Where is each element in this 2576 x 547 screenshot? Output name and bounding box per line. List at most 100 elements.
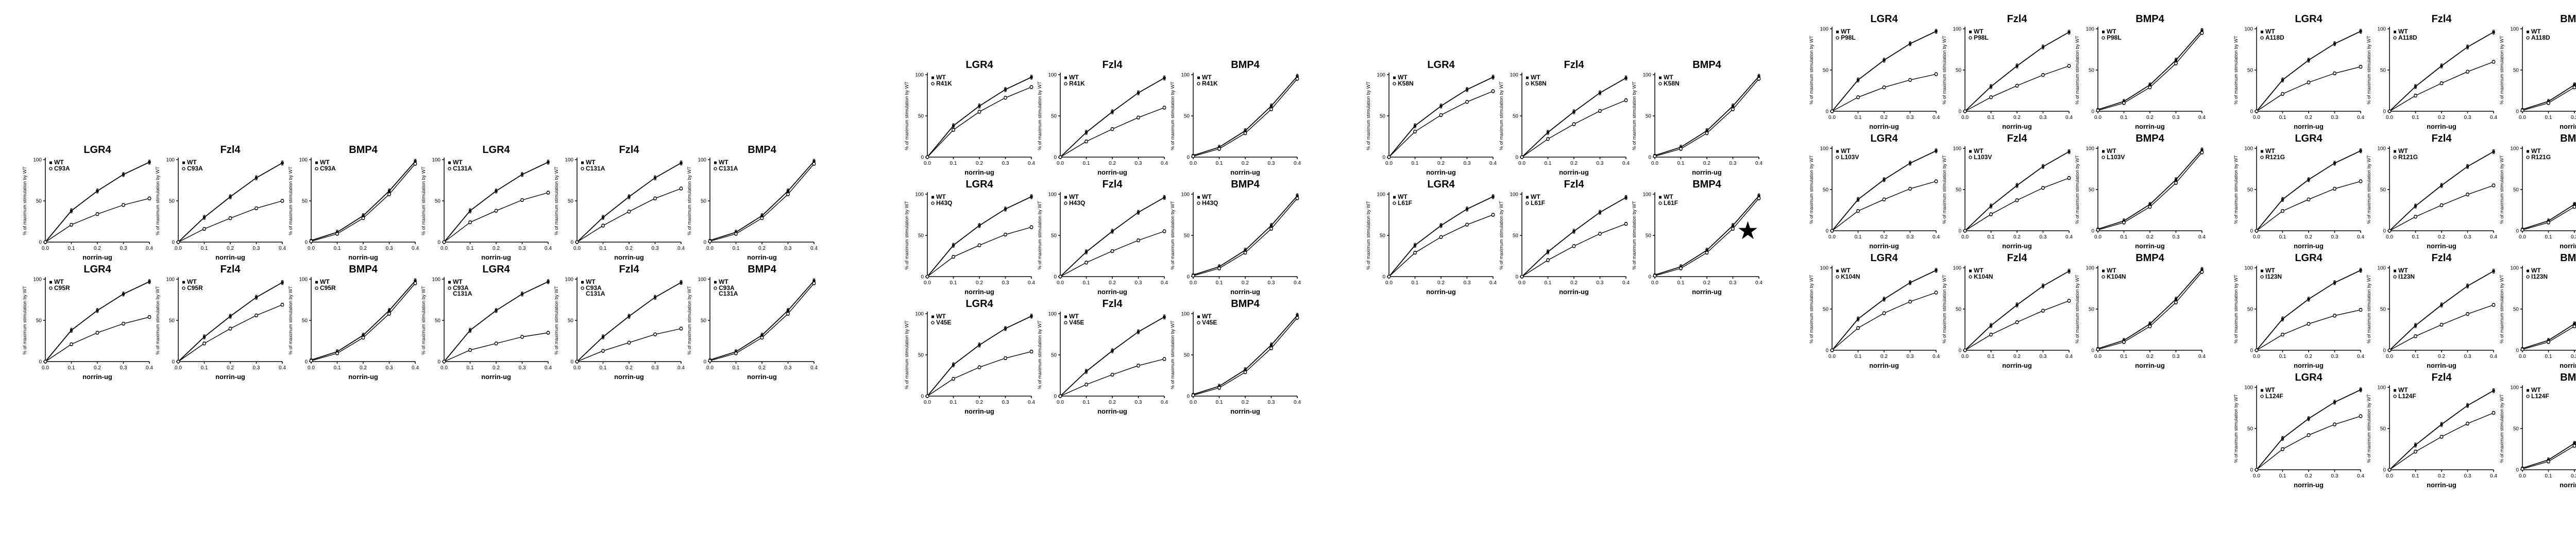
wt-marker-square — [96, 309, 99, 312]
wt-series-line — [2256, 30, 2361, 112]
x-tick-label: 0.0 — [2253, 115, 2260, 121]
mutant-series-line — [927, 351, 1032, 397]
panel-title: Fzl4 — [1103, 179, 1123, 190]
legend-mutant-marker — [2102, 156, 2105, 159]
wt-marker-square — [1084, 370, 1088, 373]
y-axis-label: % of maximum stimulation by WT — [904, 320, 909, 389]
legend-mutant-marker — [2526, 156, 2530, 159]
x-tick-label: 0.4 — [1622, 161, 1630, 166]
legend-wt-marker — [581, 281, 584, 284]
x-tick-label: 0.1 — [1083, 400, 1090, 405]
y-tick-label: 0 — [1382, 155, 1385, 161]
panel-title: LGR4 — [482, 144, 510, 156]
y-tick-label: 50 — [1051, 233, 1057, 239]
wt-series-line — [2256, 269, 2361, 351]
x-tick-label: 0.2 — [2013, 234, 2021, 240]
panel-title: Fzl4 — [1103, 59, 1123, 71]
legend-wt-marker — [931, 76, 934, 79]
wt-marker-square — [1492, 195, 1495, 198]
x-axis-label: norrin-ug — [2135, 123, 2165, 130]
x-axis-label: norrin-ug — [1426, 288, 1456, 296]
mutant-series-line — [2389, 61, 2494, 112]
y-tick-label: 0 — [1825, 348, 1828, 354]
panel-title: BMP4 — [1231, 59, 1260, 71]
y-tick-label: 0 — [2091, 229, 2094, 234]
chart-panel-lgr4-v45e: LGR4 0.0 0.1 0.2 0.3 0.4 0 50 100 % of maximum st… — [903, 298, 1036, 418]
x-tick-label: 0.4 — [1161, 161, 1168, 166]
chart-panel-lgr4-a118d: LGR4 0.0 0.1 0.2 0.3 0.4 0 50 100 % of maximum st… — [2232, 13, 2365, 133]
mutant-marker-circle — [2359, 308, 2363, 312]
mutant-marker-circle — [361, 216, 365, 220]
wt-marker-square — [1989, 85, 1993, 88]
x-tick-label: 0.4 — [1161, 400, 1168, 405]
y-axis-label: % of maximum stimulation by WT — [1809, 275, 1814, 344]
plot: LGR4 0.0 0.1 0.2 0.3 0.4 0 50 100 % of maximum st… — [1366, 179, 1497, 296]
y-axis-label: % of maximum stimulation by WT — [1037, 320, 1042, 389]
y-tick-label: 0 — [1187, 275, 1190, 280]
mutant-marker-circle — [925, 394, 929, 398]
legend-wt-label: WT — [320, 159, 330, 166]
mutant-marker-circle — [1572, 244, 1576, 248]
mutant-marker-circle — [1624, 98, 1628, 102]
mutant-marker-circle — [1162, 106, 1166, 110]
y-tick-label: 50 — [1956, 187, 1962, 193]
legend-mutant-label: K58N — [1398, 80, 1414, 87]
legend-mutant-label: H43Q — [936, 199, 952, 207]
y-axis-label: % of maximum stimulation by WT — [1942, 155, 1947, 224]
wt-marker-square — [2440, 423, 2443, 426]
x-axis-label: norrin-ug — [481, 373, 511, 381]
x-axis-label: norrin-ug — [964, 407, 994, 415]
y-axis-label: % of maximum stimulation by WT — [22, 286, 27, 355]
x-tick-label: 0.3 — [1464, 161, 1471, 166]
legend-mutant-marker — [1836, 36, 1839, 40]
x-tick-label: 0.1 — [2279, 115, 2286, 121]
x-tick-label: 0.0 — [2253, 354, 2260, 360]
wt-marker-square — [547, 161, 550, 164]
mutant-marker-circle — [468, 348, 472, 352]
mutant-series-line — [2256, 309, 2361, 351]
wt-marker-square — [2067, 30, 2071, 33]
wt-marker-square — [2041, 165, 2045, 168]
wt-marker-square — [1935, 149, 1938, 152]
mutant-marker-circle — [977, 110, 981, 114]
x-tick-label: 0.0 — [440, 246, 448, 251]
mutant-marker-circle — [2122, 340, 2126, 344]
x-tick-label: 0.0 — [1828, 115, 1836, 121]
wt-marker-square — [2359, 388, 2362, 391]
wt-marker-square — [760, 214, 764, 217]
legend-wt-label: WT — [719, 159, 728, 166]
y-tick-label: 100 — [698, 158, 706, 163]
legend-mutant-marker — [182, 167, 185, 170]
chart-panel-lgr4-r41k: LGR4 0.0 0.1 0.2 0.3 0.4 0 50 100 % of maximum st… — [903, 59, 1036, 179]
mutant-marker-circle — [2148, 86, 2152, 90]
x-axis-label: norrin-ug — [2427, 242, 2456, 250]
x-tick-label: 0.4 — [1755, 280, 1762, 286]
wt-series-line — [1832, 269, 1937, 351]
wt-marker-square — [1163, 196, 1166, 199]
legend-wt-marker — [2394, 150, 2396, 153]
plot: BMP4 0.0 0.1 0.2 0.3 0.4 0 50 100 % of maximum st… — [2075, 252, 2206, 369]
x-tick-label: 0.1 — [1216, 280, 1223, 286]
x-tick-label: 0.0 — [1828, 234, 1836, 240]
legend-mutant-label: P98L — [1974, 34, 1989, 41]
panel-title: BMP4 — [2560, 13, 2576, 25]
mutant-marker-circle — [2307, 433, 2311, 437]
y-tick-label: 100 — [2377, 385, 2386, 391]
mutant-marker-circle — [1546, 137, 1550, 141]
mutant-marker-circle — [1058, 394, 1062, 398]
y-axis-label: % of maximum stimulation by WT — [2366, 275, 2371, 344]
wt-marker-square — [2492, 389, 2495, 392]
chart-panel-lgr4-k104n: LGR4 0.0 0.1 0.2 0.3 0.4 0 50 100 % of maximum st… — [1807, 252, 1940, 372]
wt-marker-square — [2281, 198, 2284, 201]
x-tick-label: 0.3 — [1268, 280, 1275, 286]
mutant-series-line — [2097, 271, 2202, 350]
legend-wt-marker — [1969, 30, 1972, 33]
mutant-marker-circle — [2414, 94, 2417, 98]
y-tick-label: 100 — [2244, 27, 2253, 32]
mutant-series-line — [2097, 32, 2202, 111]
y-tick-label: 50 — [918, 233, 924, 239]
mutant-marker-circle — [1269, 346, 1273, 350]
legend-wt-marker — [1969, 269, 1972, 272]
wt-marker-square — [1757, 194, 1760, 197]
legend-mutant-marker — [2393, 156, 2397, 159]
